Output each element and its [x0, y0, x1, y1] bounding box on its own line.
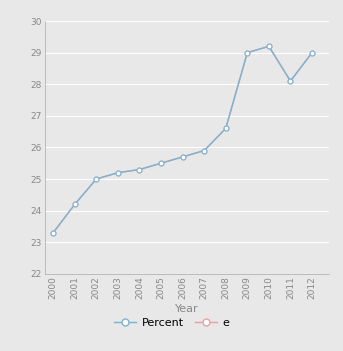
Percent — [310, 51, 314, 55]
Line: e: e — [51, 44, 315, 235]
Percent — [94, 177, 98, 181]
e — [310, 51, 314, 55]
e — [288, 79, 293, 83]
e — [202, 148, 206, 153]
e — [51, 231, 55, 235]
Percent — [116, 171, 120, 175]
Legend: Percent, e: Percent, e — [109, 313, 234, 332]
Percent — [202, 148, 206, 153]
Percent — [267, 44, 271, 48]
Percent — [245, 51, 249, 55]
e — [224, 126, 228, 131]
Percent — [51, 231, 55, 235]
Percent — [73, 202, 77, 206]
e — [94, 177, 98, 181]
Percent — [138, 167, 142, 172]
Percent — [224, 126, 228, 131]
e — [73, 202, 77, 206]
Percent — [159, 161, 163, 165]
e — [180, 155, 185, 159]
Line: Percent: Percent — [51, 44, 315, 235]
e — [267, 44, 271, 48]
e — [159, 161, 163, 165]
Percent — [288, 79, 293, 83]
e — [138, 167, 142, 172]
Percent — [180, 155, 185, 159]
e — [245, 51, 249, 55]
X-axis label: Year: Year — [175, 304, 199, 313]
e — [116, 171, 120, 175]
